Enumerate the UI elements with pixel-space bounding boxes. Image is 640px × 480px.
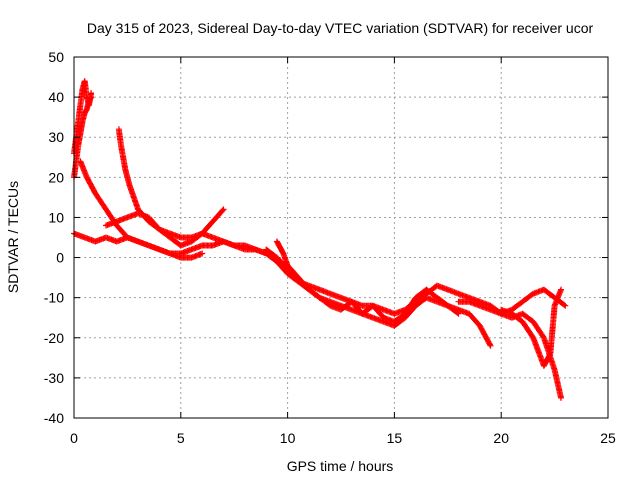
chart-title: Day 315 of 2023, Sidereal Day-to-day VTE… <box>87 20 594 36</box>
y-tick-label: 50 <box>48 49 64 65</box>
series-markers <box>498 286 564 369</box>
ticks: 0 5 10 15 20 25 -40 -30 -20 -10 0 10 20 30 40 50 <box>44 49 616 446</box>
series-markers <box>476 298 564 401</box>
x-tick-label: 10 <box>280 430 296 446</box>
series-markers <box>77 158 206 261</box>
series-markers <box>103 206 227 249</box>
y-tick-label: -40 <box>44 410 64 426</box>
y-tick-label: 0 <box>56 250 64 266</box>
y-tick-label: 20 <box>48 169 64 185</box>
y-axis-label: SDTVAR / TECUs <box>5 181 21 293</box>
series-track-4 <box>77 158 206 261</box>
y-tick-label: 30 <box>48 129 64 145</box>
y-tick-label: -30 <box>44 370 64 386</box>
series-markers <box>263 246 462 325</box>
y-tick-label: 40 <box>48 89 64 105</box>
series-track-11 <box>476 298 564 401</box>
y-tick-label: -20 <box>44 330 64 346</box>
x-tick-label: 15 <box>387 430 403 446</box>
y-tick-label: -10 <box>44 290 64 306</box>
series-track-6 <box>103 206 227 249</box>
x-tick-label: 20 <box>493 430 509 446</box>
series-track-9 <box>263 246 462 325</box>
x-tick-label: 5 <box>177 430 185 446</box>
x-axis-label: GPS time / hours <box>287 458 394 474</box>
y-tick-label: 10 <box>48 209 64 225</box>
x-tick-label: 0 <box>70 430 78 446</box>
series-track-12 <box>498 286 564 369</box>
x-tick-label: 25 <box>600 430 616 446</box>
plot-frame <box>73 56 609 419</box>
